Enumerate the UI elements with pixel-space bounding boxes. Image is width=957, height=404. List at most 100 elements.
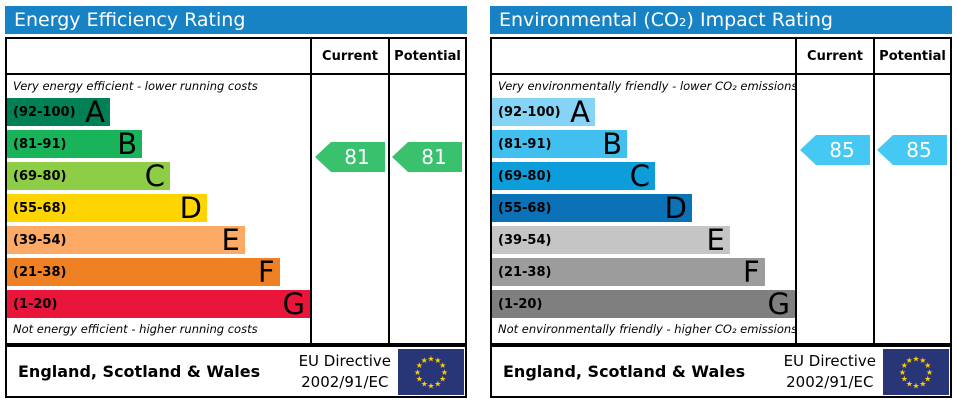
co2-current-column: Current 85 bbox=[795, 39, 873, 343]
band-f-range: (21-38) bbox=[13, 264, 67, 280]
band-g-range: (1-20) bbox=[13, 296, 58, 312]
band-f-letter: F bbox=[258, 255, 275, 289]
band-b-range: (81-91) bbox=[13, 136, 67, 152]
co2-panel-title: Environmental (CO₂) Impact Rating bbox=[490, 6, 952, 34]
co2-potential-header: Potential bbox=[879, 48, 946, 64]
band-a-range: (92-100) bbox=[13, 104, 76, 120]
co2-current-header: Current bbox=[807, 48, 863, 64]
band-f: (21-38) F bbox=[492, 255, 765, 289]
eu-directive-line2: 2002/91/EC bbox=[786, 372, 874, 391]
band-a-range: (92-100) bbox=[498, 104, 561, 120]
co2-band-area: Very environmentally friendly - lower CO… bbox=[492, 75, 798, 343]
energy-potential-arrow: 81 bbox=[392, 142, 462, 172]
band-e-range: (39-54) bbox=[498, 232, 552, 248]
svg-text:★: ★ bbox=[926, 367, 933, 376]
energy-current-header: Current bbox=[322, 48, 378, 64]
co2-panel-footer: England, Scotland & Wales EU Directive 2… bbox=[490, 345, 952, 398]
svg-text:★: ★ bbox=[912, 381, 919, 390]
co2-bottom-note: Not environmentally friendly - higher CO… bbox=[498, 322, 798, 336]
band-c-range: (69-80) bbox=[13, 168, 67, 184]
band-a-letter: A bbox=[85, 95, 106, 129]
region-label: England, Scotland & Wales bbox=[18, 362, 261, 381]
co2-potential-column: Potential 85 bbox=[873, 39, 950, 343]
energy-potential-header: Potential bbox=[394, 48, 461, 64]
co2-rating-table: Very environmentally friendly - lower CO… bbox=[490, 37, 952, 345]
band-d-letter: D bbox=[179, 191, 202, 225]
svg-text:★: ★ bbox=[441, 367, 448, 376]
svg-text:★: ★ bbox=[924, 361, 931, 370]
energy-potential-value: 81 bbox=[421, 145, 447, 169]
eu-flag-icon: ★ ★ ★ ★ ★ ★ ★ ★ ★ ★ ★ ★ bbox=[883, 348, 949, 395]
svg-text:★: ★ bbox=[416, 361, 423, 370]
co2-current-arrow: 85 bbox=[800, 135, 870, 165]
band-g: (1-20) G bbox=[7, 287, 310, 321]
band-b-letter: B bbox=[602, 127, 623, 161]
energy-panel-title: Energy Efficiency Rating bbox=[5, 6, 467, 34]
band-b-range: (81-91) bbox=[498, 136, 552, 152]
eu-directive-line1: EU Directive bbox=[783, 352, 876, 371]
svg-text:★: ★ bbox=[427, 354, 434, 363]
band-e-range: (39-54) bbox=[13, 232, 67, 248]
eu-directive-line1: EU Directive bbox=[298, 352, 391, 371]
svg-text:★: ★ bbox=[427, 381, 434, 390]
band-d-range: (55-68) bbox=[498, 200, 552, 216]
energy-panel-footer: England, Scotland & Wales EU Directive 2… bbox=[5, 345, 467, 398]
energy-efficiency-panel: Energy Efficiency Rating Very energy eff… bbox=[5, 6, 467, 398]
band-c-letter: C bbox=[144, 159, 165, 193]
band-d: (55-68) D bbox=[7, 191, 207, 225]
band-d: (55-68) D bbox=[492, 191, 692, 225]
band-b-letter: B bbox=[117, 127, 138, 161]
band-e-letter: E bbox=[221, 223, 240, 257]
eu-directive-label: EU Directive 2002/91/EC bbox=[299, 351, 391, 392]
svg-text:★: ★ bbox=[912, 354, 919, 363]
svg-text:★: ★ bbox=[906, 356, 913, 365]
energy-current-value: 81 bbox=[344, 145, 370, 169]
energy-bottom-note: Not energy efficient - higher running co… bbox=[13, 322, 258, 336]
energy-potential-column: Potential 81 bbox=[388, 39, 465, 343]
band-c: (69-80) C bbox=[7, 159, 170, 193]
co2-current-value: 85 bbox=[829, 138, 855, 162]
band-c: (69-80) C bbox=[492, 159, 655, 193]
eu-flag-icon: ★ ★ ★ ★ ★ ★ ★ ★ ★ ★ ★ ★ bbox=[398, 348, 464, 395]
co2-potential-value: 85 bbox=[906, 138, 932, 162]
co2-top-note: Very environmentally friendly - lower CO… bbox=[498, 79, 798, 93]
header-row-divider bbox=[7, 73, 465, 75]
svg-text:★: ★ bbox=[414, 367, 421, 376]
band-f: (21-38) F bbox=[7, 255, 280, 289]
energy-top-note: Very energy efficient - lower running co… bbox=[13, 79, 258, 93]
header-row-divider bbox=[492, 73, 950, 75]
co2-impact-panel: Environmental (CO₂) Impact Rating Very e… bbox=[490, 6, 952, 398]
band-b: (81-91) B bbox=[492, 127, 628, 161]
svg-text:★: ★ bbox=[421, 356, 428, 365]
svg-text:★: ★ bbox=[434, 356, 441, 365]
eu-directive-label: EU Directive 2002/91/EC bbox=[784, 351, 876, 392]
svg-text:★: ★ bbox=[434, 379, 441, 388]
band-e-letter: E bbox=[706, 223, 725, 257]
energy-current-column: Current 81 bbox=[310, 39, 388, 343]
co2-potential-arrow: 85 bbox=[877, 135, 947, 165]
band-e: (39-54) E bbox=[7, 223, 245, 257]
band-g-letter: G bbox=[282, 287, 305, 321]
band-g-range: (1-20) bbox=[498, 296, 543, 312]
svg-text:★: ★ bbox=[906, 379, 913, 388]
band-f-letter: F bbox=[743, 255, 760, 289]
band-a: (92-100) A bbox=[7, 95, 111, 129]
energy-rating-table: Very energy efficient - lower running co… bbox=[5, 37, 467, 345]
band-g-letter: G bbox=[767, 287, 790, 321]
band-c-range: (69-80) bbox=[498, 168, 552, 184]
svg-text:★: ★ bbox=[924, 374, 931, 383]
band-f-range: (21-38) bbox=[498, 264, 552, 280]
svg-text:★: ★ bbox=[416, 374, 423, 383]
band-b: (81-91) B bbox=[7, 127, 143, 161]
band-a: (92-100) A bbox=[492, 98, 596, 127]
svg-text:★: ★ bbox=[919, 379, 926, 388]
svg-text:★: ★ bbox=[901, 361, 908, 370]
region-label: England, Scotland & Wales bbox=[503, 362, 746, 381]
energy-current-arrow: 81 bbox=[315, 142, 385, 172]
svg-text:★: ★ bbox=[439, 374, 446, 383]
band-d-letter: D bbox=[664, 191, 687, 225]
band-c-letter: C bbox=[629, 159, 650, 193]
svg-text:★: ★ bbox=[899, 367, 906, 376]
band-g: (1-20) G bbox=[492, 287, 795, 321]
band-d-range: (55-68) bbox=[13, 200, 67, 216]
